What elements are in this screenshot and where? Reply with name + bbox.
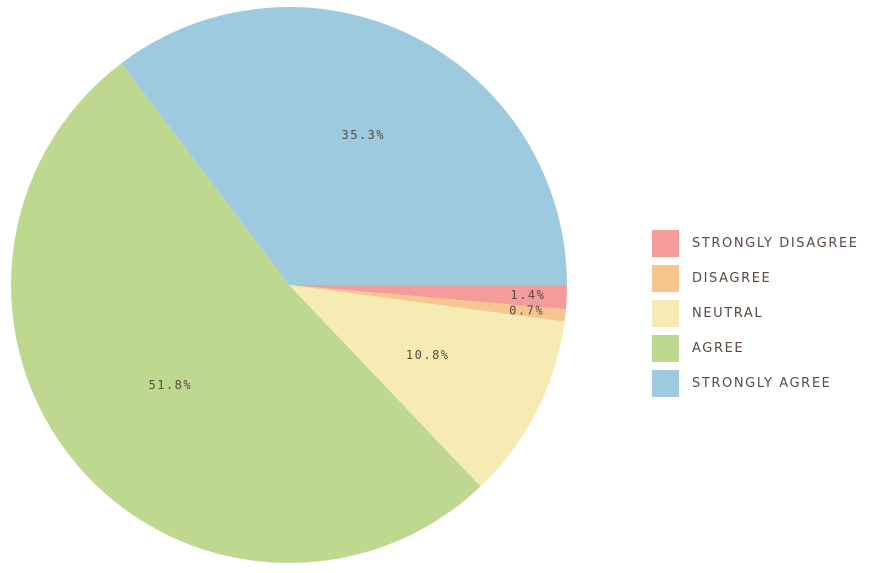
pie-slice-disagree[interactable] [289,285,566,322]
pie-slices [11,6,567,563]
legend: STRONGLY DISAGREE DISAGREE NEUTRAL AGREE… [652,226,880,401]
legend-swatch [652,300,679,327]
slice-label-disagree: 0.7% [509,304,544,318]
pie-slice-strongly-agree[interactable] [121,6,567,286]
legend-swatch [652,370,679,397]
legend-swatch [652,265,679,292]
legend-item-neutral[interactable]: NEUTRAL [652,296,880,331]
legend-label: AGREE [692,341,745,356]
legend-label: DISAGREE [692,271,772,286]
legend-label: STRONGLY AGREE [692,376,832,391]
pie-slice-neutral[interactable] [289,285,565,487]
legend-label: NEUTRAL [692,306,764,321]
legend-item-strongly-disagree[interactable]: STRONGLY DISAGREE [652,226,880,261]
pie-slice-labels: 1.4% 0.7% 10.8% 51.8% 35.3% [148,128,545,392]
slice-label-strongly-agree: 35.3% [342,128,386,142]
slice-label-strongly-disagree: 1.4% [510,288,545,302]
slice-label-neutral: 10.8% [406,348,450,362]
legend-item-agree[interactable]: AGREE [652,331,880,366]
pie-slice-strongly-disagree[interactable] [289,285,567,310]
legend-item-disagree[interactable]: DISAGREE [652,261,880,296]
pie-slice-agree[interactable] [11,63,481,563]
slice-label-agree: 51.8% [148,378,192,392]
legend-item-strongly-agree[interactable]: STRONGLY AGREE [652,366,880,401]
legend-swatch [652,335,679,362]
legend-label: STRONGLY DISAGREE [692,236,859,251]
legend-swatch [652,230,679,257]
